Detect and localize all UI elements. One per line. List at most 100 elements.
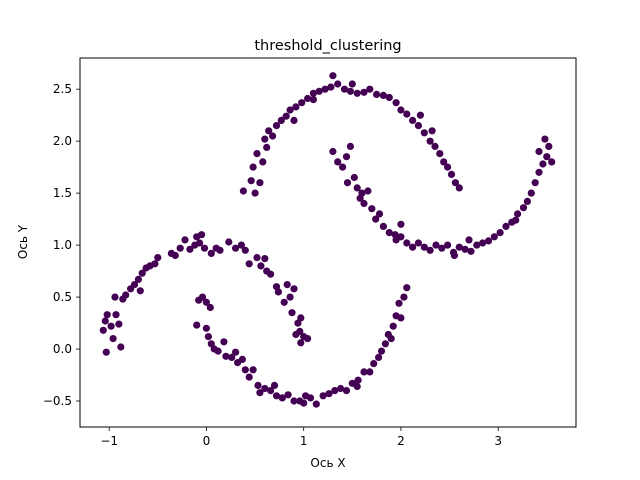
data-point (331, 387, 339, 395)
data-point (334, 80, 342, 88)
data-point (366, 85, 374, 93)
data-point (377, 347, 386, 355)
data-point (447, 170, 456, 178)
data-point (461, 245, 469, 253)
data-point (130, 281, 139, 289)
data-point (346, 142, 354, 150)
data-point (545, 142, 553, 150)
data-point (370, 360, 378, 368)
data-point (438, 244, 446, 252)
data-point (228, 353, 236, 361)
data-point (543, 153, 551, 161)
data-point (327, 83, 335, 91)
data-point (278, 394, 286, 402)
data-point (364, 187, 372, 195)
data-point (368, 205, 376, 213)
data-point (247, 177, 255, 185)
data-point (298, 99, 306, 107)
data-point (523, 197, 532, 205)
data-point (198, 231, 206, 239)
data-point (329, 72, 337, 80)
data-point (353, 89, 361, 97)
data-point (531, 179, 539, 187)
data-point (354, 376, 362, 384)
data-point (385, 229, 393, 237)
data-point (207, 249, 215, 257)
data-point (409, 116, 417, 124)
data-point (267, 270, 275, 278)
data-point (392, 99, 400, 107)
data-point (416, 111, 424, 119)
data-point (420, 243, 428, 251)
data-point (225, 238, 233, 246)
data-point (426, 137, 434, 145)
data-point (309, 89, 317, 97)
data-point (259, 158, 267, 166)
y-tick-label: 0.5 (53, 290, 72, 304)
data-point (286, 293, 294, 301)
data-point (502, 222, 510, 230)
y-tick-label: −0.5 (43, 394, 72, 408)
data-point (348, 80, 356, 88)
data-point (220, 338, 228, 346)
data-point (440, 158, 448, 166)
data-point (296, 327, 304, 335)
data-point (272, 122, 281, 130)
data-point (385, 93, 393, 102)
data-point (451, 179, 459, 187)
data-point (329, 147, 337, 156)
data-point (304, 335, 312, 343)
data-point (204, 333, 212, 341)
data-point (196, 239, 204, 247)
x-tick-label: 0 (203, 434, 211, 448)
data-point (198, 293, 207, 301)
data-point (122, 291, 130, 299)
data-point (444, 163, 452, 171)
data-point (306, 394, 315, 402)
data-point (450, 251, 458, 260)
data-point (290, 397, 298, 405)
data-point (395, 299, 403, 307)
data-point (400, 293, 408, 301)
data-point (297, 314, 305, 322)
data-point (232, 244, 240, 252)
data-point (181, 236, 189, 244)
data-point (375, 353, 383, 361)
data-point (283, 281, 291, 289)
data-point (115, 320, 123, 328)
data-point (265, 127, 273, 135)
data-point (397, 106, 405, 114)
data-point (103, 311, 111, 319)
data-point (373, 90, 381, 98)
data-point (358, 189, 366, 197)
data-point (490, 233, 498, 241)
data-point (535, 147, 543, 156)
data-point (514, 210, 522, 218)
data-point (286, 106, 294, 114)
data-point (387, 335, 395, 343)
data-point (366, 368, 374, 376)
data-point (154, 254, 162, 262)
data-point (512, 216, 520, 224)
data-point (312, 400, 320, 408)
data-point (257, 262, 265, 270)
data-point (527, 189, 535, 197)
x-tick-label: 2 (397, 434, 405, 448)
x-tick-label: −1 (100, 434, 118, 448)
data-point (241, 366, 249, 374)
data-point (539, 160, 547, 168)
data-point (288, 309, 296, 317)
x-axis-ticks: −1 0 1 2 3 (100, 427, 502, 448)
data-point (403, 284, 411, 292)
chart-title: threshold_clustering (254, 38, 401, 54)
y-axis-label: Ось Y (16, 224, 30, 259)
data-point (350, 173, 358, 182)
plot-frame (79, 57, 577, 428)
y-tick-label: 2.0 (53, 134, 72, 148)
y-tick-label: 1.0 (53, 238, 72, 252)
data-point (436, 150, 444, 158)
data-point (274, 288, 282, 296)
data-point (548, 158, 556, 166)
